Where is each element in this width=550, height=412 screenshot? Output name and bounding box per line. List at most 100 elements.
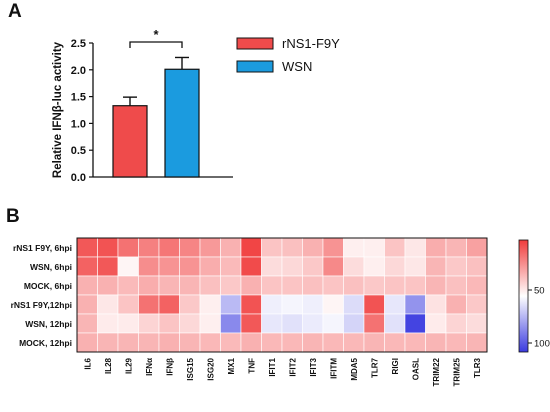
heatmap-cell [384, 275, 406, 296]
significance-bracket [129, 41, 183, 48]
heatmap-cell [261, 332, 283, 353]
panel-b-label: B [6, 206, 20, 227]
bar-chart: 0.0 0.5 1.0 1.5 2.0 2.5 Relative IFNβ-luc acti… [52, 27, 340, 184]
y-axis-title: Relative IFNβ-luc activity [52, 41, 64, 178]
heatmap-cell [343, 332, 365, 353]
heatmap-cell [117, 237, 139, 258]
heatmap-cell [179, 256, 201, 277]
heatmap-cell [261, 294, 283, 315]
column-label: ISG20 [206, 357, 215, 380]
heatmap-cell [281, 294, 303, 315]
heatmap-cell [343, 275, 365, 296]
bar-wsn [164, 68, 200, 178]
heatmap-cell [76, 256, 98, 277]
heatmap-cell [384, 313, 406, 334]
heatmap-cell [363, 313, 385, 334]
heatmap-cell [425, 313, 447, 334]
heatmap-cell [466, 294, 488, 315]
heatmap-cell [138, 237, 160, 258]
heatmap-cell [322, 294, 344, 315]
heatmap-cell [404, 332, 426, 353]
y-tick-label: 0.5 [71, 145, 86, 157]
heatmap-cell [179, 313, 201, 334]
heatmap-cell [302, 313, 324, 334]
column-label: IFITM [329, 358, 338, 379]
heatmap-cell [445, 256, 467, 277]
heatmap-cell [343, 256, 365, 277]
panel-a-label: A [8, 1, 22, 22]
heatmap-cell [261, 275, 283, 296]
heatmap-cell [179, 275, 201, 296]
heatmap-cell [302, 237, 324, 258]
heatmap-border [76, 237, 488, 353]
heatmap-cell [240, 275, 262, 296]
heatmap-cell [302, 256, 324, 277]
heatmap-cell [425, 256, 447, 277]
heatmap-cell [322, 256, 344, 277]
column-label: IFNβ [165, 358, 174, 376]
heatmap-cell [97, 256, 119, 277]
column-label: IFIT2 [288, 357, 297, 376]
heatmap-cell [425, 294, 447, 315]
heatmap-cell [76, 294, 98, 315]
heatmap-cell [117, 275, 139, 296]
heatmap-cell [138, 275, 160, 296]
heatmap-cell [363, 275, 385, 296]
heatmap-cell [281, 313, 303, 334]
heatmap-cell [158, 313, 180, 334]
heatmap-cell [261, 256, 283, 277]
heatmap-cell [220, 313, 242, 334]
heatmap-cell [425, 275, 447, 296]
heatmap-cell [199, 275, 221, 296]
heatmap-cell [97, 332, 119, 353]
heatmap-cell [322, 313, 344, 334]
heatmap-cell [363, 332, 385, 353]
legend-label: rNS1-F9Y [282, 36, 340, 51]
heatmap-cell [117, 313, 139, 334]
heatmap-cell [76, 332, 98, 353]
heatmap-cell [138, 313, 160, 334]
heatmap-cell [445, 294, 467, 315]
heatmap-cell [363, 237, 385, 258]
heatmap-cell [466, 313, 488, 334]
column-label: IFIT1 [268, 357, 277, 376]
heatmap-cell [404, 294, 426, 315]
heatmap-cell [281, 256, 303, 277]
heatmap-cell [97, 294, 119, 315]
column-label: IFNα [145, 358, 154, 376]
column-label: IL28 [104, 357, 113, 374]
heatmap-cell [322, 332, 344, 353]
heatmap-cell [261, 313, 283, 334]
column-label: IL6 [83, 357, 92, 369]
heatmap-cell [199, 313, 221, 334]
heatmap-cell [138, 294, 160, 315]
column-label: RIGI [391, 358, 400, 374]
heatmap-cell [445, 313, 467, 334]
heatmap-cell [220, 332, 242, 353]
heatmap-cell [158, 294, 180, 315]
heatmap-cell [302, 332, 324, 353]
y-tick-label: 0.0 [71, 172, 86, 184]
heatmap-cell [97, 275, 119, 296]
heatmap-cell [179, 237, 201, 258]
bar-rns1-f9y [112, 105, 148, 178]
row-label: rNS1 F9Y, 6hpi [13, 243, 72, 253]
heatmap-cell [97, 313, 119, 334]
heatmap-cell [179, 294, 201, 315]
heatmap-cell [281, 237, 303, 258]
heatmap-cell [240, 294, 262, 315]
heatmap-cell [179, 332, 201, 353]
heatmap-cell [199, 256, 221, 277]
colorbar [518, 239, 529, 353]
column-label: OASL [411, 358, 420, 380]
heatmap-cell [384, 256, 406, 277]
column-label: MDA5 [350, 357, 359, 380]
heatmap-cell [425, 237, 447, 258]
heatmap-cell [281, 332, 303, 353]
heatmap-cell [445, 237, 467, 258]
significance-marker: * [153, 27, 159, 42]
heatmap-cell [240, 256, 262, 277]
heatmap-cell [220, 256, 242, 277]
row-label: WSN, 12hpi [25, 319, 72, 329]
